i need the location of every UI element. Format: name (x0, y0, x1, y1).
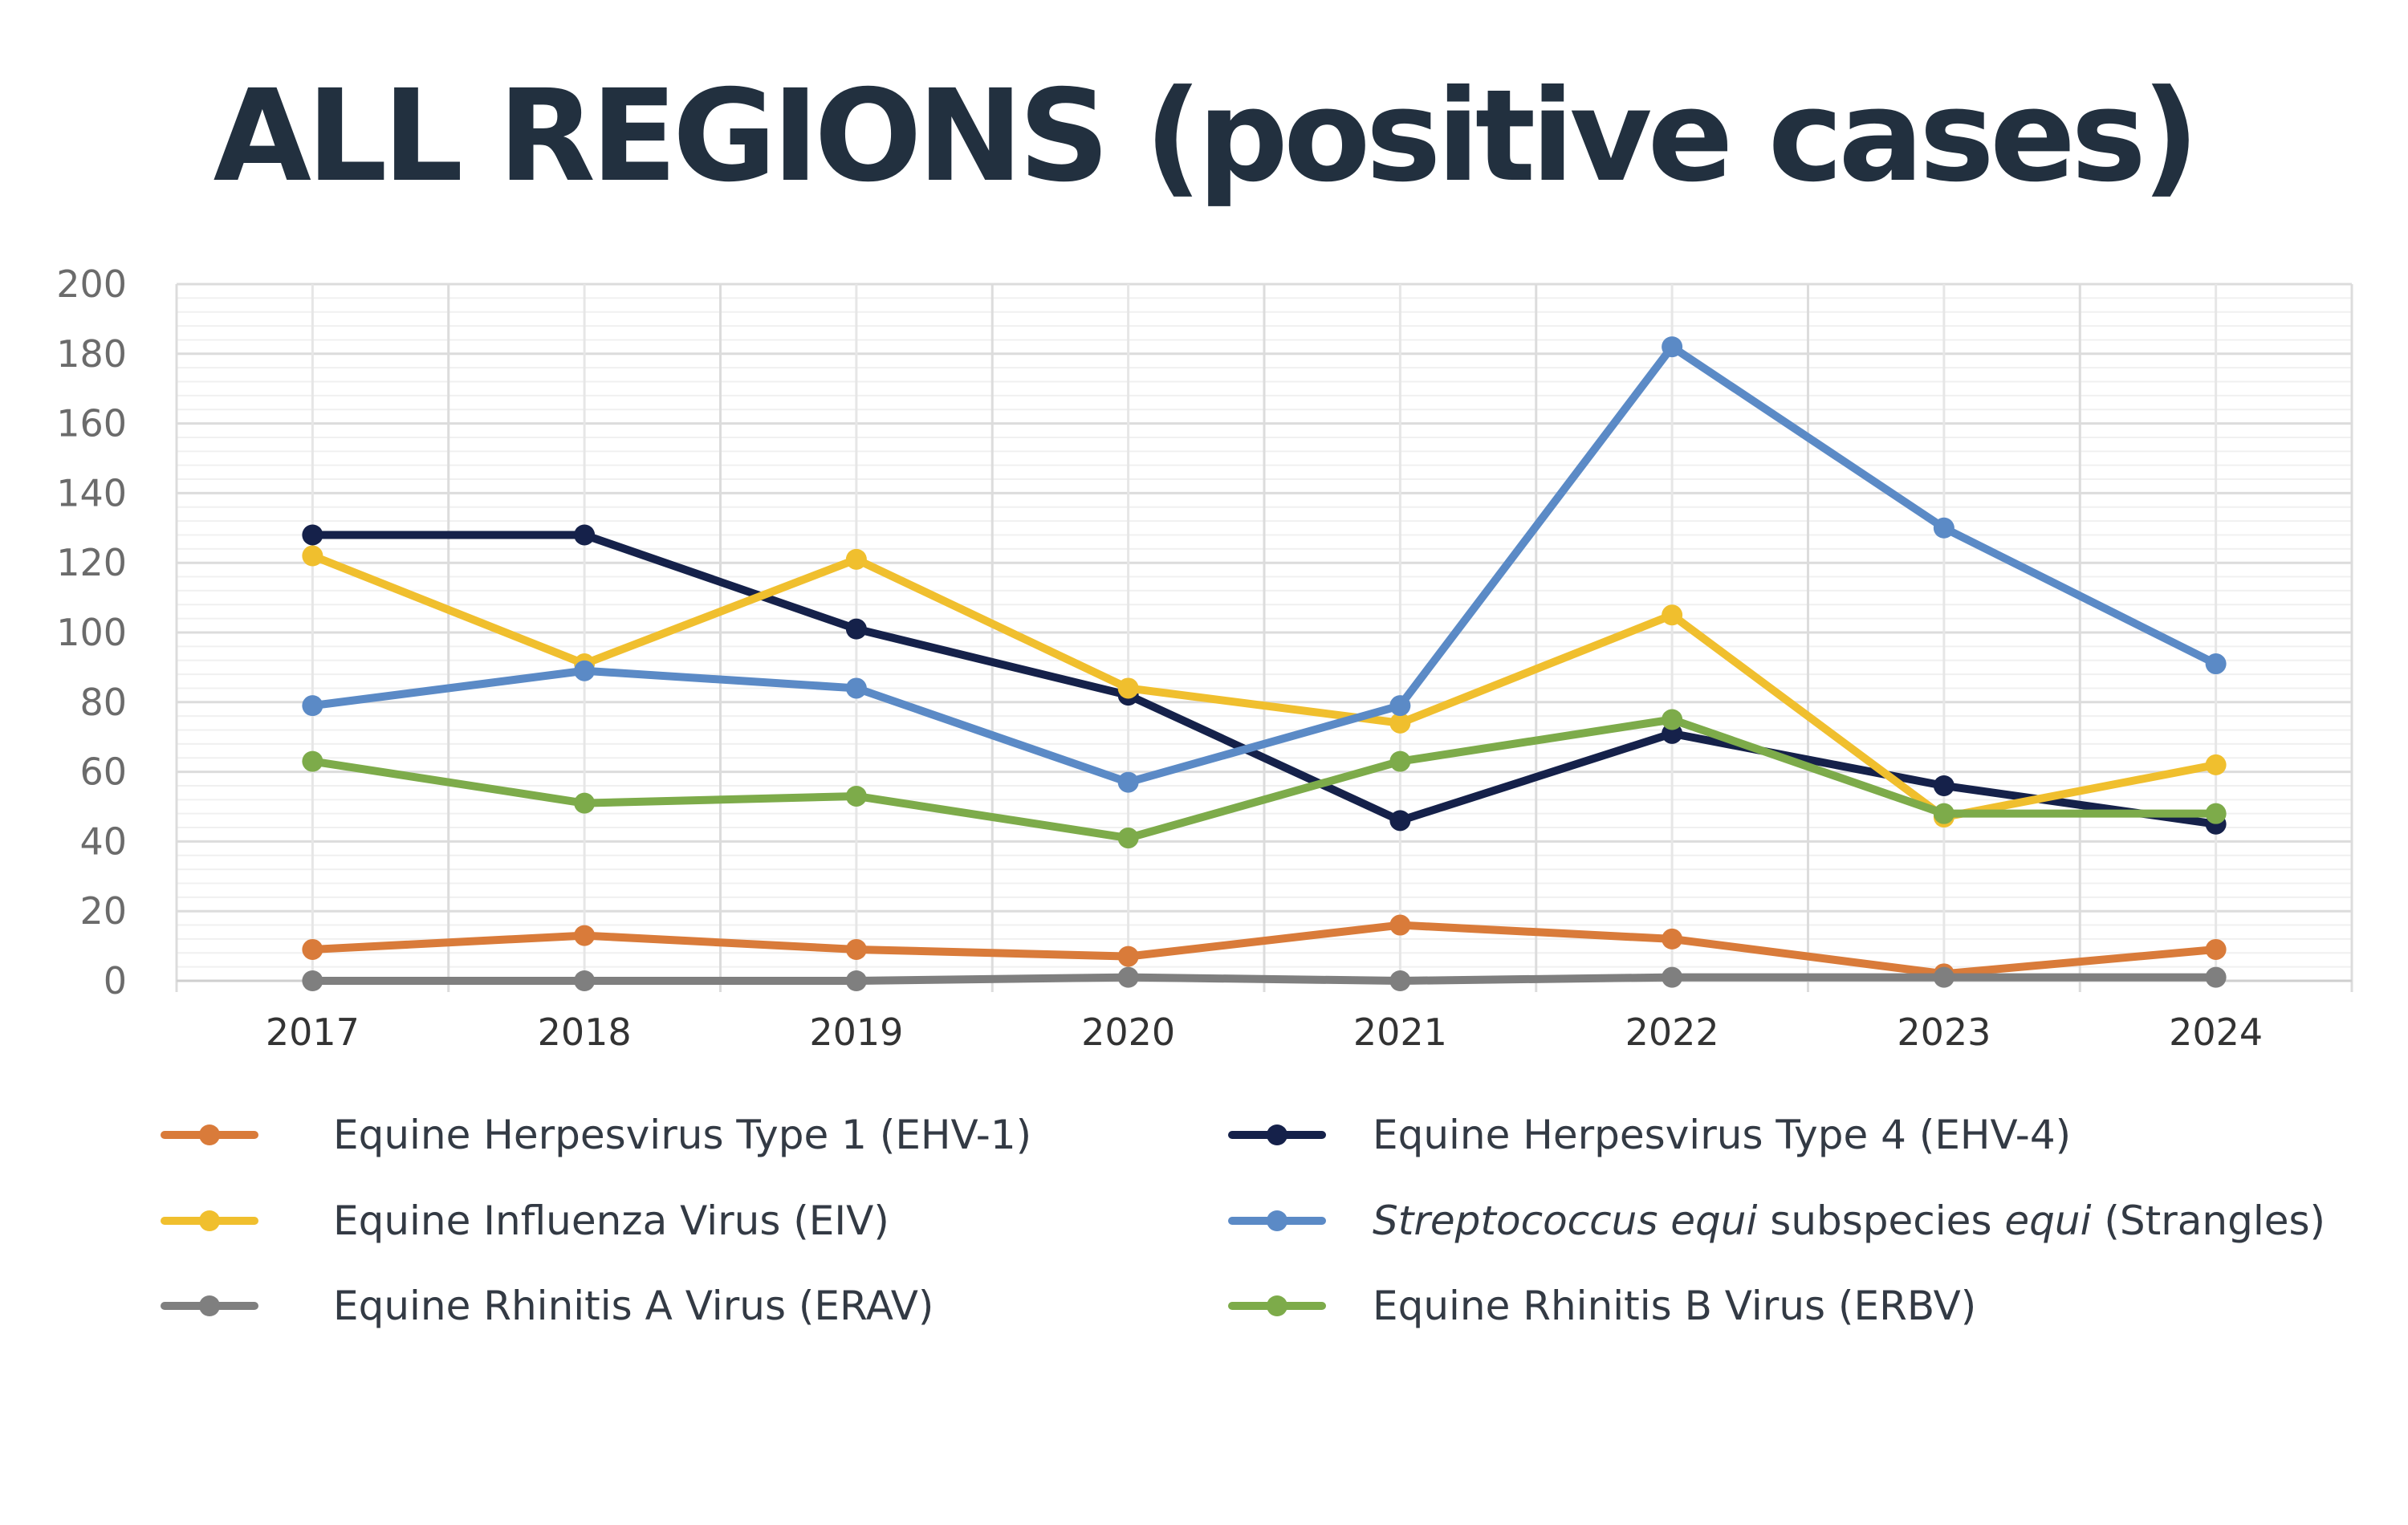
data-point (2205, 966, 2227, 988)
series-line (308, 921, 2220, 978)
data-point (1117, 828, 1139, 849)
y-tick-label: 200 (56, 262, 127, 306)
legend-swatch-marker (1267, 1124, 1287, 1145)
y-tick-label: 180 (56, 332, 127, 376)
data-point (1933, 803, 1954, 824)
x-tick-label: 2018 (538, 1011, 632, 1054)
data-point (1389, 810, 1411, 832)
data-point (1117, 966, 1139, 988)
data-point (1662, 336, 1683, 358)
data-point (1389, 695, 1411, 717)
data-point (302, 750, 323, 772)
legend-swatch-marker (1267, 1295, 1287, 1316)
x-tick-label: 2022 (1625, 1011, 1719, 1054)
legend-label-part: Streptococcus equi (1373, 1198, 1757, 1244)
series-line (308, 551, 2220, 822)
legend-swatch-marker (199, 1124, 220, 1145)
data-point (574, 925, 596, 946)
data-point (1662, 928, 1683, 950)
x-tick-label: 2019 (809, 1011, 903, 1054)
legend-label: Equine Herpesvirus Type 4 (EHV-4) (1373, 1112, 2071, 1158)
x-tick-label: 2017 (266, 1011, 360, 1054)
legend-swatch-marker (1267, 1210, 1287, 1231)
legend-item: Equine Influenza Virus (EIV) (161, 1198, 889, 1244)
data-point (845, 618, 867, 640)
data-point (302, 938, 323, 960)
series-group (302, 966, 2227, 991)
x-tick-label: 2023 (1897, 1011, 1991, 1054)
data-point (574, 792, 596, 814)
series-line (308, 715, 2220, 843)
legend-item: Streptococcus equi subspecies equi (Stra… (1228, 1198, 2325, 1244)
data-point (845, 785, 867, 807)
legend-item: Equine Rhinitis B Virus (ERBV) (1228, 1283, 1976, 1329)
data-point (2205, 754, 2227, 775)
y-tick-label: 120 (56, 541, 127, 584)
y-tick-label: 20 (79, 889, 127, 933)
y-tick-label: 160 (56, 402, 127, 445)
data-point (1117, 677, 1139, 699)
series-lines (302, 336, 2227, 991)
series-line (308, 343, 2220, 787)
legend-item: Equine Herpesvirus Type 1 (EHV-1) (161, 1112, 1031, 1158)
data-point (1389, 914, 1411, 936)
legend: Equine Herpesvirus Type 1 (EHV-1) Equine … (161, 1112, 2325, 1329)
data-point (2205, 653, 2227, 675)
data-point (302, 524, 323, 546)
legend-item: Equine Rhinitis A Virus (ERAV) (161, 1283, 934, 1329)
x-tick-label: 2021 (1353, 1011, 1447, 1054)
data-point (845, 938, 867, 960)
data-point (1662, 604, 1683, 626)
x-tick-label: 2024 (2169, 1011, 2263, 1054)
y-tick-label: 60 (79, 750, 127, 794)
data-point (1389, 970, 1411, 991)
data-point (1662, 966, 1683, 988)
data-point (1117, 771, 1139, 793)
legend-label: Equine Influenza Virus (EIV) (333, 1198, 889, 1244)
series-group (302, 336, 2227, 793)
legend-swatch-marker (199, 1295, 220, 1316)
data-point (2205, 803, 2227, 824)
data-point (845, 548, 867, 570)
series-line (308, 973, 2220, 985)
axes: 0 20 40 60 80 100 120 140 160 180 200 2017 2018 2019 2… (56, 262, 2352, 1054)
data-point (1117, 946, 1139, 967)
data-point (574, 524, 596, 546)
data-point (1662, 709, 1683, 730)
legend-label: Equine Herpesvirus Type 1 (EHV-1) (333, 1112, 1031, 1158)
data-point (302, 545, 323, 567)
legend-label: Equine Rhinitis B Virus (ERBV) (1373, 1283, 1976, 1329)
data-point (1933, 517, 1954, 539)
legend-label-part: subspecies (1757, 1198, 2004, 1244)
series-group (302, 709, 2227, 849)
legend-label-part: equi (2004, 1198, 2091, 1244)
data-point (302, 695, 323, 717)
series-group (302, 545, 2227, 828)
data-point (2205, 938, 2227, 960)
x-tick-label: 2020 (1081, 1011, 1175, 1054)
y-tick-label: 100 (56, 611, 127, 654)
data-point (845, 970, 867, 991)
legend-item: Equine Herpesvirus Type 4 (EHV-4) (1228, 1112, 2071, 1158)
data-point (1933, 966, 1954, 988)
y-tick-label: 80 (79, 681, 127, 724)
y-tick-label: 0 (104, 959, 127, 1002)
legend-label: Streptococcus equi subspecies equi (Stra… (1373, 1198, 2325, 1244)
legend-label: Equine Rhinitis A Virus (ERAV) (333, 1283, 934, 1329)
data-point (574, 970, 596, 991)
data-point (1389, 750, 1411, 772)
chart-title: ALL REGIONS (positive cases) (213, 63, 2200, 210)
y-tick-label: 40 (79, 819, 127, 863)
data-point (1389, 712, 1411, 734)
series-line (308, 531, 2220, 828)
grid (175, 283, 2353, 992)
data-point (302, 970, 323, 991)
legend-swatch-marker (199, 1210, 220, 1231)
data-point (574, 660, 596, 681)
data-point (1933, 775, 1954, 796)
legend-label-part: (Strangles) (2091, 1198, 2325, 1244)
y-tick-label: 140 (56, 471, 127, 514)
data-point (845, 677, 867, 699)
